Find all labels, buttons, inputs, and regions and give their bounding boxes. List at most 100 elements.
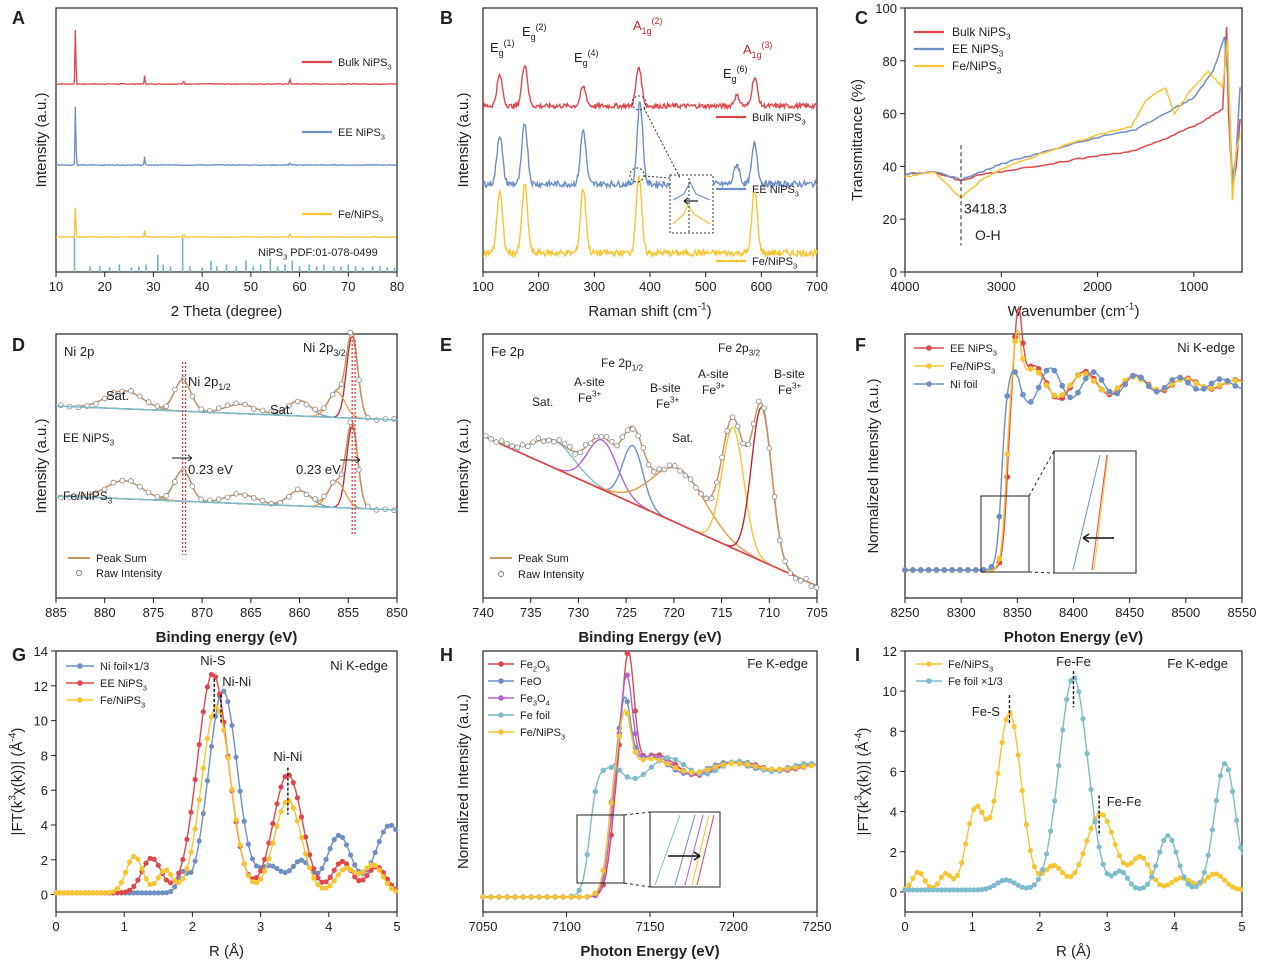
shift-arrow xyxy=(340,456,361,464)
exafs-point xyxy=(180,876,186,882)
x-tick-label: 5 xyxy=(393,919,400,934)
raw-point xyxy=(172,479,178,485)
legend-marker xyxy=(77,680,83,686)
bond-label: Ni-Ni xyxy=(222,674,251,689)
exafs-point xyxy=(172,884,178,890)
ion-label: Fe3+ xyxy=(702,382,726,397)
exafs-point xyxy=(274,823,280,829)
exafs-point xyxy=(127,859,133,865)
exafs-point xyxy=(274,801,280,807)
exafs-point xyxy=(323,885,329,891)
shift-arrow xyxy=(683,197,698,205)
panel-e-fe2p: E 740 735 730 725 720 715 710 705 Binding Energy … xyxy=(440,333,828,646)
x-tick-label: 200 xyxy=(528,279,550,294)
raman-line-0 xyxy=(482,64,818,111)
raw-point xyxy=(808,583,815,589)
panel-h-fe-xanes: H 7050 7100 7150 7200 7250 Photon Energy (eV) N… xyxy=(440,645,831,960)
xanes-point xyxy=(1098,377,1105,383)
raw-point xyxy=(525,443,531,450)
raw-point xyxy=(488,436,494,442)
raw-point xyxy=(356,377,362,383)
exafs-point xyxy=(1177,863,1183,869)
raw-point xyxy=(588,440,594,447)
x-tick-label: 400 xyxy=(639,279,661,294)
exafs-point xyxy=(1153,877,1159,883)
peak-label: A1g(3) xyxy=(743,40,772,60)
raw-point xyxy=(128,388,134,394)
panel-title: Ni K-edge xyxy=(1177,340,1235,355)
exafs-point xyxy=(253,880,260,886)
exafs-point xyxy=(963,841,969,847)
exafs-point xyxy=(245,841,251,847)
xanes-point xyxy=(1059,382,1066,389)
exafs-point xyxy=(221,727,227,733)
xanes-point xyxy=(632,731,639,737)
xanes-point xyxy=(688,769,695,776)
xanes-point xyxy=(608,800,614,806)
panel-c-ftir: C 4000 3000 2000 1000 0 20 40 60 80 100 Wavenumber … xyxy=(849,1,1243,320)
sat-label: Sat. xyxy=(106,388,129,403)
ion-label: Fe3+ xyxy=(778,382,802,397)
legend-label: Fe/NiPS3 xyxy=(948,659,993,673)
shift-arrow xyxy=(1082,533,1114,543)
xanes-point xyxy=(600,867,606,874)
exafs-point xyxy=(278,809,284,815)
panel-a-xrd: A 10 20 30 40 50 60 70 80 2 Theta (degree) Intensi… xyxy=(12,7,404,320)
exafs-point xyxy=(372,849,378,856)
x-tick-label: 740 xyxy=(472,605,494,620)
y-tick-label: 4 xyxy=(41,818,48,833)
raw-point xyxy=(546,437,552,444)
exafs-point xyxy=(327,846,333,852)
x-tick-label: 3 xyxy=(257,919,264,934)
xanes-point xyxy=(1090,377,1097,384)
exafs-point xyxy=(339,858,346,864)
x-tick-label: 2 xyxy=(1036,919,1043,934)
exafs-point xyxy=(172,877,178,884)
raw-point xyxy=(119,477,126,484)
xanes-point xyxy=(1200,385,1207,392)
sat-label: Sat. xyxy=(672,431,693,445)
exafs-point xyxy=(1056,763,1062,769)
legend-label: Fe foil xyxy=(520,710,550,722)
exafs-point xyxy=(372,862,378,868)
inset-line xyxy=(1093,454,1109,571)
x-tick-label: 8250 xyxy=(891,605,920,620)
y-tick-label: 20 xyxy=(883,212,897,227)
y-axis-title: Intensity (a.u.) xyxy=(455,92,472,187)
exafs-point xyxy=(950,876,957,882)
x-tick-label: 0 xyxy=(52,919,59,934)
raw-point xyxy=(766,445,773,452)
xanes-point xyxy=(544,894,550,900)
xanes-point xyxy=(760,765,767,771)
peak-label: Eg(4) xyxy=(574,48,598,68)
raw-point xyxy=(329,391,336,398)
exafs-point xyxy=(1108,829,1114,835)
exafs-point xyxy=(1128,860,1135,866)
xanes-point xyxy=(1020,355,1026,362)
exafs-point xyxy=(163,867,170,873)
exafs-point xyxy=(106,889,112,896)
exafs-point xyxy=(1100,861,1106,867)
exafs-point xyxy=(987,814,993,820)
xanes-point xyxy=(584,893,590,900)
shift-arrow xyxy=(668,851,701,861)
exafs-point xyxy=(1023,821,1029,828)
x-tick-label: 865 xyxy=(240,605,262,620)
xanes-point xyxy=(917,567,924,573)
bond-label: Ni-Ni xyxy=(273,749,302,764)
panel-letter: A xyxy=(12,8,25,28)
legend-marker xyxy=(926,363,932,369)
raw-point xyxy=(189,483,196,489)
exafs-point xyxy=(1169,879,1175,885)
exafs-point xyxy=(200,765,206,771)
reference-label: NiPS3 PDF:01-078-0499 xyxy=(258,247,378,261)
xanes-point xyxy=(1216,382,1223,389)
peak-label: Eg(6) xyxy=(723,64,747,84)
legend-label: Ni foil xyxy=(950,379,978,391)
x-axis-title: 2 Theta (degree) xyxy=(171,303,282,320)
panel-letter: D xyxy=(12,335,25,355)
background-line xyxy=(55,405,398,421)
exafs-point xyxy=(327,874,333,880)
legend-label: Fe/NiPS3 xyxy=(752,256,797,270)
